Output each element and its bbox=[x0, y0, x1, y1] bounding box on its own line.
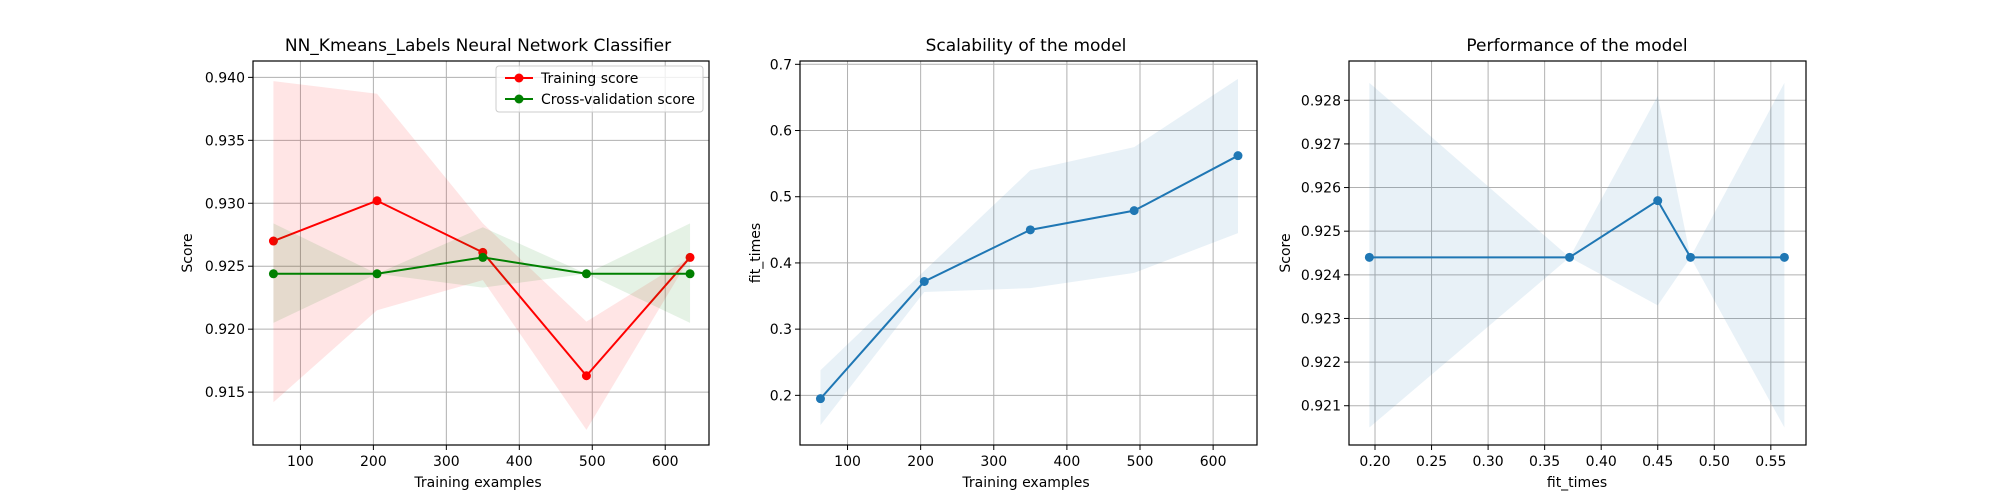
y-tick-label: 0.925 bbox=[205, 259, 245, 275]
y-tick-label: 0.915 bbox=[205, 385, 245, 401]
data-point bbox=[268, 236, 278, 246]
legend-marker bbox=[514, 94, 524, 104]
x-tick-label: 600 bbox=[1200, 454, 1227, 470]
data-point bbox=[1686, 252, 1696, 262]
y-tick-label: 0.3 bbox=[770, 322, 792, 338]
x-axis-label: Training examples bbox=[961, 475, 1089, 491]
x-tick-label: 300 bbox=[433, 454, 460, 470]
series-cross-validation-score bbox=[268, 223, 695, 323]
data-point bbox=[1779, 252, 1789, 262]
legend: Training score Cross-validation score bbox=[495, 65, 704, 113]
y-tick-label: 0.926 bbox=[1301, 181, 1341, 197]
axis-ticks: 0.20 0.25 0.30 0.35 0.40 0.45 0.50 0.55 0.921 0.9… bbox=[1301, 93, 1787, 470]
legend-marker bbox=[514, 73, 524, 83]
data-point bbox=[919, 276, 929, 286]
x-tick-label: 400 bbox=[506, 454, 533, 470]
x-tick-label: 100 bbox=[287, 454, 314, 470]
y-axis-label: Score bbox=[1278, 233, 1294, 272]
series-line-0 bbox=[815, 78, 1243, 426]
data-point bbox=[1233, 151, 1243, 161]
y-tick-label: 0.922 bbox=[1301, 355, 1341, 371]
data-point bbox=[1129, 206, 1139, 216]
y-tick-label: 0.930 bbox=[205, 196, 245, 212]
gridlines bbox=[1349, 61, 1806, 445]
x-tick-label: 0.55 bbox=[1755, 454, 1786, 470]
chart-title: Performance of the model bbox=[1466, 36, 1687, 56]
x-tick-label: 100 bbox=[834, 454, 861, 470]
y-axis-label: Score bbox=[180, 233, 196, 272]
data-point bbox=[372, 269, 382, 279]
legend-label: Training score bbox=[540, 71, 638, 87]
x-axis-label: fit_times bbox=[1547, 475, 1607, 491]
y-tick-label: 0.923 bbox=[1301, 311, 1341, 327]
x-tick-label: 0.40 bbox=[1586, 454, 1617, 470]
y-tick-label: 0.925 bbox=[1301, 224, 1341, 240]
legend-label: Cross-validation score bbox=[541, 92, 695, 108]
chart-learning-curve: NN_Kmeans_Labels Neural Network Classifi… bbox=[180, 36, 710, 491]
legend-box bbox=[495, 65, 704, 113]
y-tick-label: 0.6 bbox=[770, 124, 792, 140]
x-tick-label: 500 bbox=[1127, 454, 1154, 470]
chart-performance: Performance of the model fit_times Score… bbox=[1278, 36, 1807, 491]
x-tick-label: 200 bbox=[360, 454, 387, 470]
x-tick-label: 300 bbox=[980, 454, 1007, 470]
data-point bbox=[685, 252, 695, 262]
x-tick-label: 0.45 bbox=[1642, 454, 1673, 470]
x-axis-label: Training examples bbox=[413, 475, 541, 491]
chart-title: Scalability of the model bbox=[926, 36, 1127, 56]
data-point bbox=[372, 196, 382, 206]
y-tick-label: 0.921 bbox=[1301, 399, 1341, 415]
data-point bbox=[581, 269, 591, 279]
plot-frame bbox=[1348, 60, 1807, 446]
y-tick-label: 0.4 bbox=[770, 256, 792, 272]
data-point bbox=[268, 269, 278, 279]
data-point bbox=[1653, 196, 1663, 206]
y-tick-label: 0.7 bbox=[770, 57, 792, 73]
y-tick-label: 0.924 bbox=[1301, 268, 1341, 284]
confidence-band bbox=[820, 78, 1238, 426]
x-tick-label: 0.20 bbox=[1359, 454, 1390, 470]
x-tick-label: 600 bbox=[652, 454, 679, 470]
data-point bbox=[581, 371, 591, 381]
data-point bbox=[1565, 252, 1575, 262]
x-tick-label: 0.25 bbox=[1416, 454, 1447, 470]
data-point bbox=[815, 394, 825, 404]
x-tick-label: 0.50 bbox=[1699, 454, 1730, 470]
x-tick-label: 500 bbox=[579, 454, 606, 470]
x-tick-label: 0.35 bbox=[1529, 454, 1560, 470]
plot-frame bbox=[799, 60, 1258, 446]
y-tick-label: 0.2 bbox=[770, 388, 792, 404]
data-point bbox=[1025, 225, 1035, 235]
gridlines bbox=[800, 61, 1257, 445]
y-tick-label: 0.927 bbox=[1301, 137, 1341, 153]
y-axis-label: fit_times bbox=[748, 223, 764, 283]
data-point bbox=[1364, 252, 1374, 262]
x-tick-label: 200 bbox=[907, 454, 934, 470]
gridlines bbox=[253, 61, 709, 445]
y-tick-label: 0.5 bbox=[770, 190, 792, 206]
x-tick-label: 400 bbox=[1054, 454, 1081, 470]
y-tick-label: 0.940 bbox=[205, 70, 245, 86]
x-tick-label: 0.30 bbox=[1473, 454, 1504, 470]
axis-ticks: 100 200 300 400 500 600 0.2 0.3 0.4 0.5 0.6 0.7 bbox=[770, 57, 1227, 470]
data-point bbox=[685, 269, 695, 279]
y-tick-label: 0.935 bbox=[205, 133, 245, 149]
plot-frame bbox=[252, 60, 710, 446]
chart-scalability: Scalability of the model Training exampl… bbox=[748, 36, 1258, 491]
axis-ticks: 100 200 300 400 500 600 0.915 0.920 0.925 0.930 0.… bbox=[205, 70, 679, 470]
y-tick-label: 0.920 bbox=[205, 322, 245, 338]
y-tick-label: 0.928 bbox=[1301, 93, 1341, 109]
chart-title: NN_Kmeans_Labels Neural Network Classifi… bbox=[285, 36, 671, 56]
series-line-0 bbox=[1364, 82, 1789, 428]
confidence-band bbox=[1369, 82, 1785, 428]
data-point bbox=[478, 252, 488, 262]
confidence-band bbox=[273, 223, 691, 323]
